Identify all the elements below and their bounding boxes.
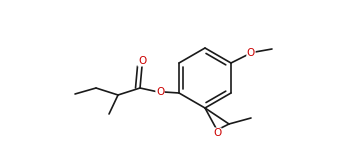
- Text: O: O: [247, 48, 255, 58]
- Text: O: O: [156, 87, 164, 97]
- Text: O: O: [138, 56, 146, 66]
- Text: O: O: [213, 128, 221, 138]
